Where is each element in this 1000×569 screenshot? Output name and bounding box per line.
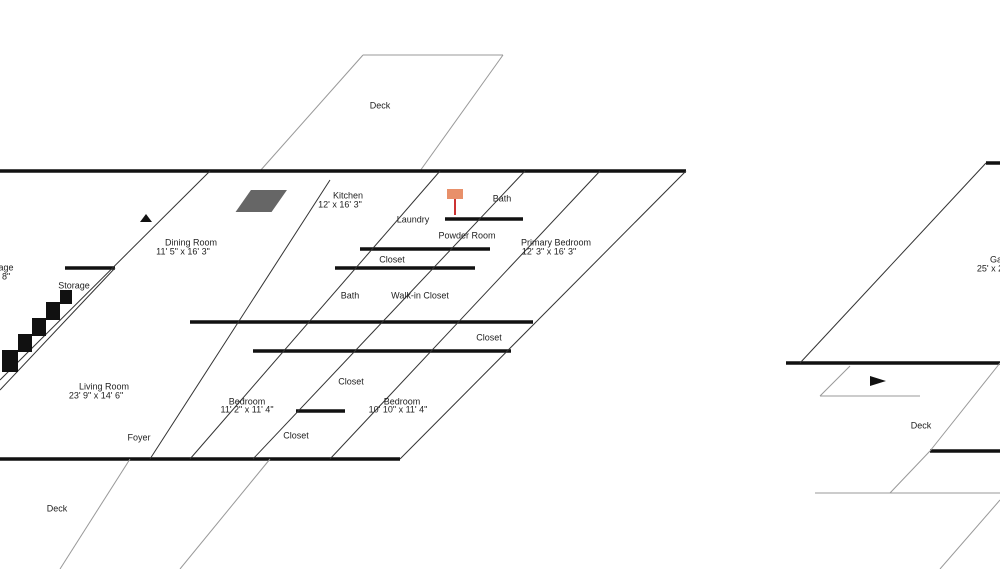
- room-name: age: [0, 262, 14, 272]
- room-name: Living Room: [79, 381, 129, 391]
- room-name: Foyer: [127, 432, 150, 442]
- room-size: 23' 9" x 14' 6": [69, 390, 123, 400]
- room-name: Bedroom: [384, 396, 421, 406]
- room-name: Bath: [341, 290, 360, 300]
- room-name: Powder Room: [438, 230, 495, 240]
- room-name: Closet: [379, 254, 405, 264]
- room-name: Bath: [493, 193, 512, 203]
- room-name: Ga: [990, 254, 1000, 264]
- room-name: Closet: [338, 376, 364, 386]
- room-name: Closet: [283, 430, 309, 440]
- room-name: Deck: [911, 420, 932, 430]
- room-name: Bedroom: [229, 396, 266, 406]
- room-size: 11' 5" x 16' 3": [156, 246, 210, 256]
- room-size: 25' x 2: [977, 263, 1000, 273]
- room-name: Dining Room: [165, 237, 217, 247]
- room-size: 12' x 16' 3": [318, 199, 362, 209]
- room-name: Kitchen: [333, 190, 363, 200]
- room-size: 12' 3" x 16' 3": [522, 246, 576, 256]
- room-name: Deck: [47, 503, 68, 513]
- walls: [0, 54, 1000, 569]
- room-name: Laundry: [397, 214, 430, 224]
- marker: [447, 189, 463, 199]
- stairs: [2, 190, 886, 386]
- room-name: Deck: [370, 100, 391, 110]
- room-name: Storage: [58, 280, 90, 290]
- room-size: 11' 2" x 11' 4": [220, 404, 273, 414]
- room-size: 10' 10" x 11' 4": [369, 404, 428, 414]
- labels: Deck Kitchen 12' x 16' 3" Laundry Bath P…: [0, 100, 1000, 513]
- room-name: Primary Bedroom: [521, 237, 591, 247]
- room-size: ' 8": [0, 271, 10, 281]
- room-name: Walk-in Closet: [391, 290, 449, 300]
- room-name: Closet: [476, 332, 502, 342]
